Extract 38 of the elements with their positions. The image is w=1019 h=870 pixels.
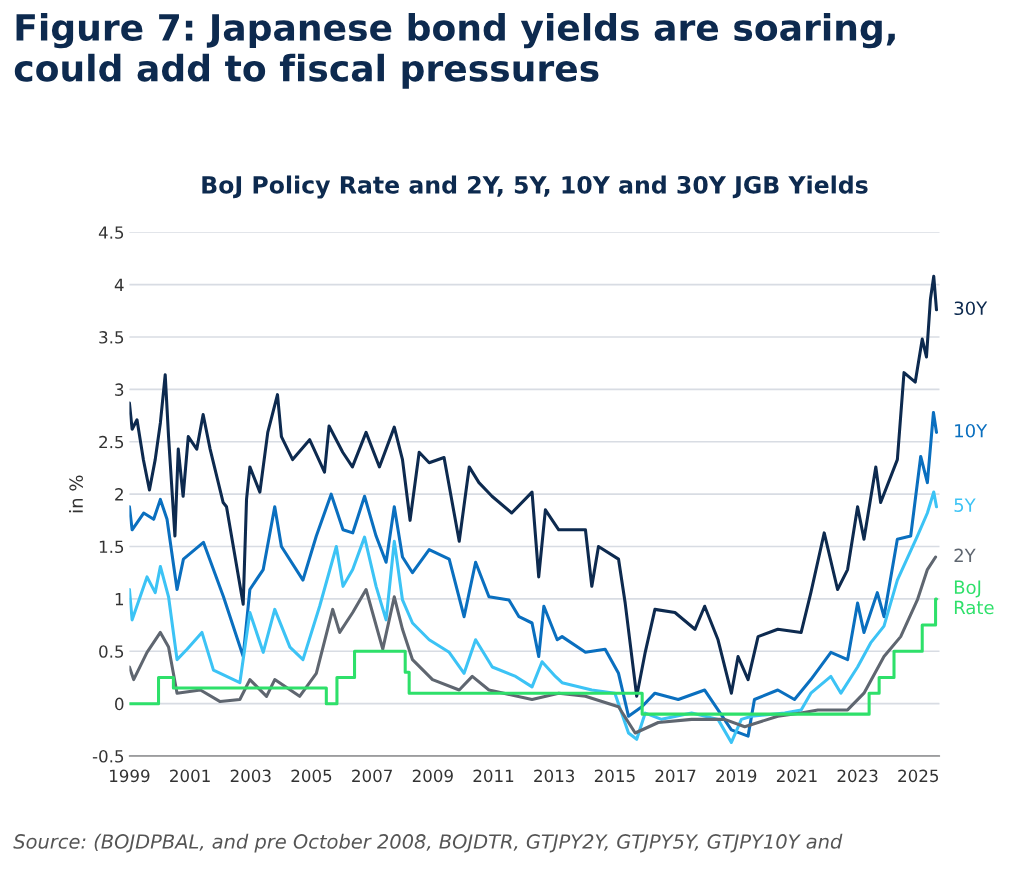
line-series: [129, 555, 938, 735]
y-tick-label: 0: [115, 697, 124, 711]
series-label: 5Y: [954, 498, 976, 512]
x-tick-label: 2009: [412, 769, 453, 783]
source-note: Source: (BOJDPBAL, and pre October 2008, BOJDTR, GTJPY2Y, GTJPY5Y, GTJPY10Y and: [13, 833, 843, 853]
y-tick-label: -0.5: [92, 749, 124, 763]
x-tick-label: 2003: [230, 769, 271, 783]
y-tick-label: 2: [115, 488, 123, 501]
y-tick-label: 2.5: [99, 435, 124, 449]
y-tick-label: 3: [115, 383, 124, 396]
line-series: [129, 410, 939, 738]
y-tick-label: 1: [115, 593, 124, 606]
y-tick-label: 4: [114, 278, 124, 291]
y-tick-label: 1.5: [99, 540, 124, 554]
x-tick-label: 2001: [170, 769, 210, 783]
x-tick-label: 2017: [655, 769, 696, 783]
x-tick-label: 2015: [594, 769, 635, 783]
x-tick-label: 1999: [110, 769, 150, 783]
x-tick-label: 2023: [837, 769, 878, 783]
chart-subtitle: BoJ Policy Rate and 2Y, 5Y, 10Y and 30Y JGB Yields: [202, 175, 868, 199]
line-series: [129, 490, 939, 744]
x-tick-label: 2013: [534, 769, 575, 783]
y-tick-label: 0.5: [99, 645, 124, 658]
x-tick-label: 2025: [898, 769, 939, 783]
x-tick-label: 2011: [473, 769, 514, 783]
x-tick-label: 2007: [352, 769, 392, 783]
series-label: 10Y: [955, 423, 988, 438]
series-label: BoJ Rate: [954, 580, 994, 615]
y-axis-title: in %: [69, 475, 83, 513]
x-tick-label: 2019: [716, 769, 757, 783]
chart-title: Figure 7: Japanese bond yields are soaring, could add to fiscal pressures: [14, 13, 895, 89]
y-tick-label: 3.5: [99, 331, 124, 344]
line-series: [129, 274, 939, 698]
x-tick-label: 2005: [291, 769, 332, 783]
series-label: 2Y: [954, 548, 976, 562]
x-tick-label: 2021: [776, 769, 817, 783]
series-label: 30Y: [954, 301, 988, 316]
y-tick-label: 4.5: [98, 226, 124, 239]
